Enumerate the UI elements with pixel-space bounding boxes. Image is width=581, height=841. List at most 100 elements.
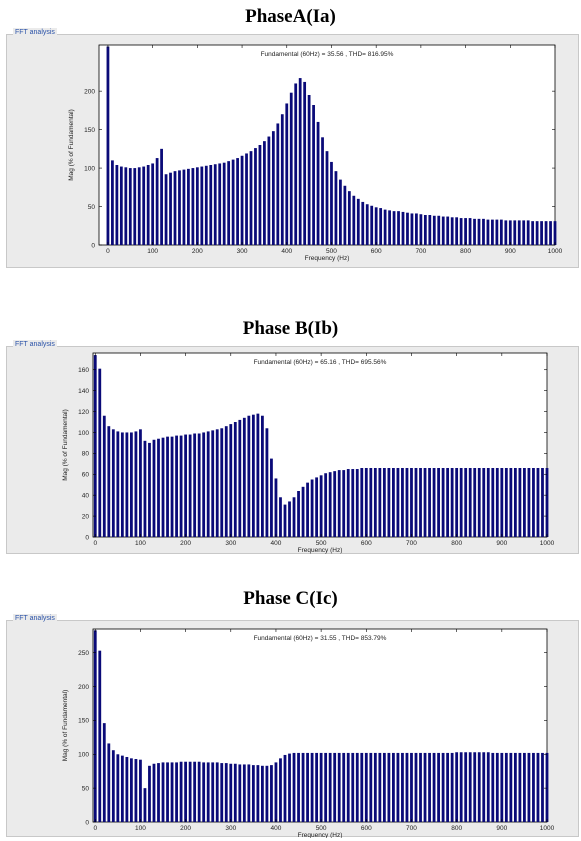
bar — [468, 218, 472, 245]
bar — [224, 763, 228, 822]
bar — [220, 763, 224, 822]
bar — [161, 437, 165, 537]
bar — [233, 422, 237, 537]
x-tick-label: 400 — [271, 825, 282, 832]
bar — [111, 750, 115, 822]
x-tick-label: 600 — [361, 540, 372, 547]
bar — [473, 752, 477, 822]
bar — [343, 185, 347, 245]
x-tick-label: 100 — [135, 825, 146, 832]
bar — [125, 756, 129, 822]
bar — [482, 752, 486, 822]
x-tick-label: 900 — [496, 825, 507, 832]
bar — [526, 220, 530, 245]
bar — [102, 723, 106, 822]
bar — [342, 470, 346, 537]
bar — [220, 428, 224, 537]
bar — [388, 210, 391, 245]
bar — [441, 468, 445, 537]
bar — [142, 166, 146, 245]
bar — [459, 218, 463, 245]
bar — [155, 158, 159, 245]
bar — [428, 752, 431, 822]
bar — [339, 179, 342, 245]
bar — [184, 761, 188, 822]
bar — [301, 752, 305, 822]
bar — [224, 426, 228, 537]
bar — [523, 752, 526, 822]
x-axis-label: Frequency (Hz) — [298, 547, 343, 554]
bar — [206, 431, 210, 537]
bar — [373, 752, 377, 822]
bar — [279, 497, 282, 537]
bar — [468, 752, 472, 822]
y-tick-label: 60 — [82, 472, 90, 479]
fft-analysis-label: FFT analysis — [13, 28, 57, 38]
y-axis-label: Mag (% of Fundamental) — [62, 690, 69, 762]
bar — [197, 761, 201, 822]
bar — [324, 752, 328, 822]
bar — [441, 752, 445, 822]
bar — [536, 752, 540, 822]
bar — [455, 217, 459, 245]
bar — [238, 419, 242, 537]
fft-analysis-panel-c: FFT analysis Fundamental (60Hz) = 31.55 … — [6, 614, 579, 838]
x-tick-label: 1000 — [540, 825, 555, 832]
bar — [319, 752, 323, 822]
bar — [415, 213, 418, 245]
bar — [267, 136, 271, 245]
fft-chart-a: Fundamental (60Hz) = 35.56 , THD= 816.95… — [68, 44, 563, 262]
bar — [263, 141, 266, 245]
y-tick-label: 200 — [84, 88, 95, 95]
bar — [536, 468, 540, 537]
bar — [211, 430, 215, 537]
bar — [508, 220, 512, 245]
bar — [249, 151, 253, 245]
bar — [459, 468, 463, 537]
bar — [211, 762, 215, 822]
bar — [352, 195, 356, 245]
bar — [271, 131, 275, 245]
bar — [392, 211, 396, 245]
x-tick-label: 500 — [326, 248, 337, 255]
y-tick-label: 0 — [85, 534, 89, 541]
y-axis-label: Mag (% of Fundamental) — [68, 109, 75, 181]
bar — [369, 752, 373, 822]
bar — [274, 762, 278, 822]
bar — [204, 165, 208, 245]
bar — [364, 752, 368, 822]
bar — [378, 752, 382, 822]
bar — [164, 174, 168, 245]
x-tick-label: 0 — [106, 248, 110, 255]
x-axis-label: Frequency (Hz) — [298, 832, 343, 838]
fft-analysis-panel-b: FFT analysis Fundamental (60Hz) = 65.16 … — [6, 340, 579, 554]
bar — [152, 439, 156, 537]
x-tick-label: 400 — [281, 248, 292, 255]
bar — [450, 468, 454, 537]
bar — [294, 83, 298, 245]
bar — [513, 752, 517, 822]
bar — [531, 221, 535, 245]
bar — [178, 170, 181, 245]
bar — [288, 753, 291, 822]
bar — [256, 765, 260, 822]
bar — [111, 429, 115, 537]
bar — [119, 166, 123, 245]
y-tick-label: 0 — [91, 242, 95, 249]
bar — [120, 755, 124, 822]
bar — [459, 752, 463, 822]
bar — [301, 486, 305, 537]
bar — [125, 432, 129, 537]
bar — [486, 468, 490, 537]
bar — [334, 171, 338, 245]
bar — [482, 218, 485, 245]
bar — [306, 752, 309, 822]
bar — [193, 761, 197, 822]
bar — [379, 208, 383, 245]
y-axis-label: Mag (% of Fundamental) — [62, 409, 69, 481]
bar — [169, 172, 172, 245]
bar — [473, 218, 476, 245]
bar — [419, 752, 422, 822]
bar — [373, 468, 377, 537]
bar — [251, 414, 255, 537]
